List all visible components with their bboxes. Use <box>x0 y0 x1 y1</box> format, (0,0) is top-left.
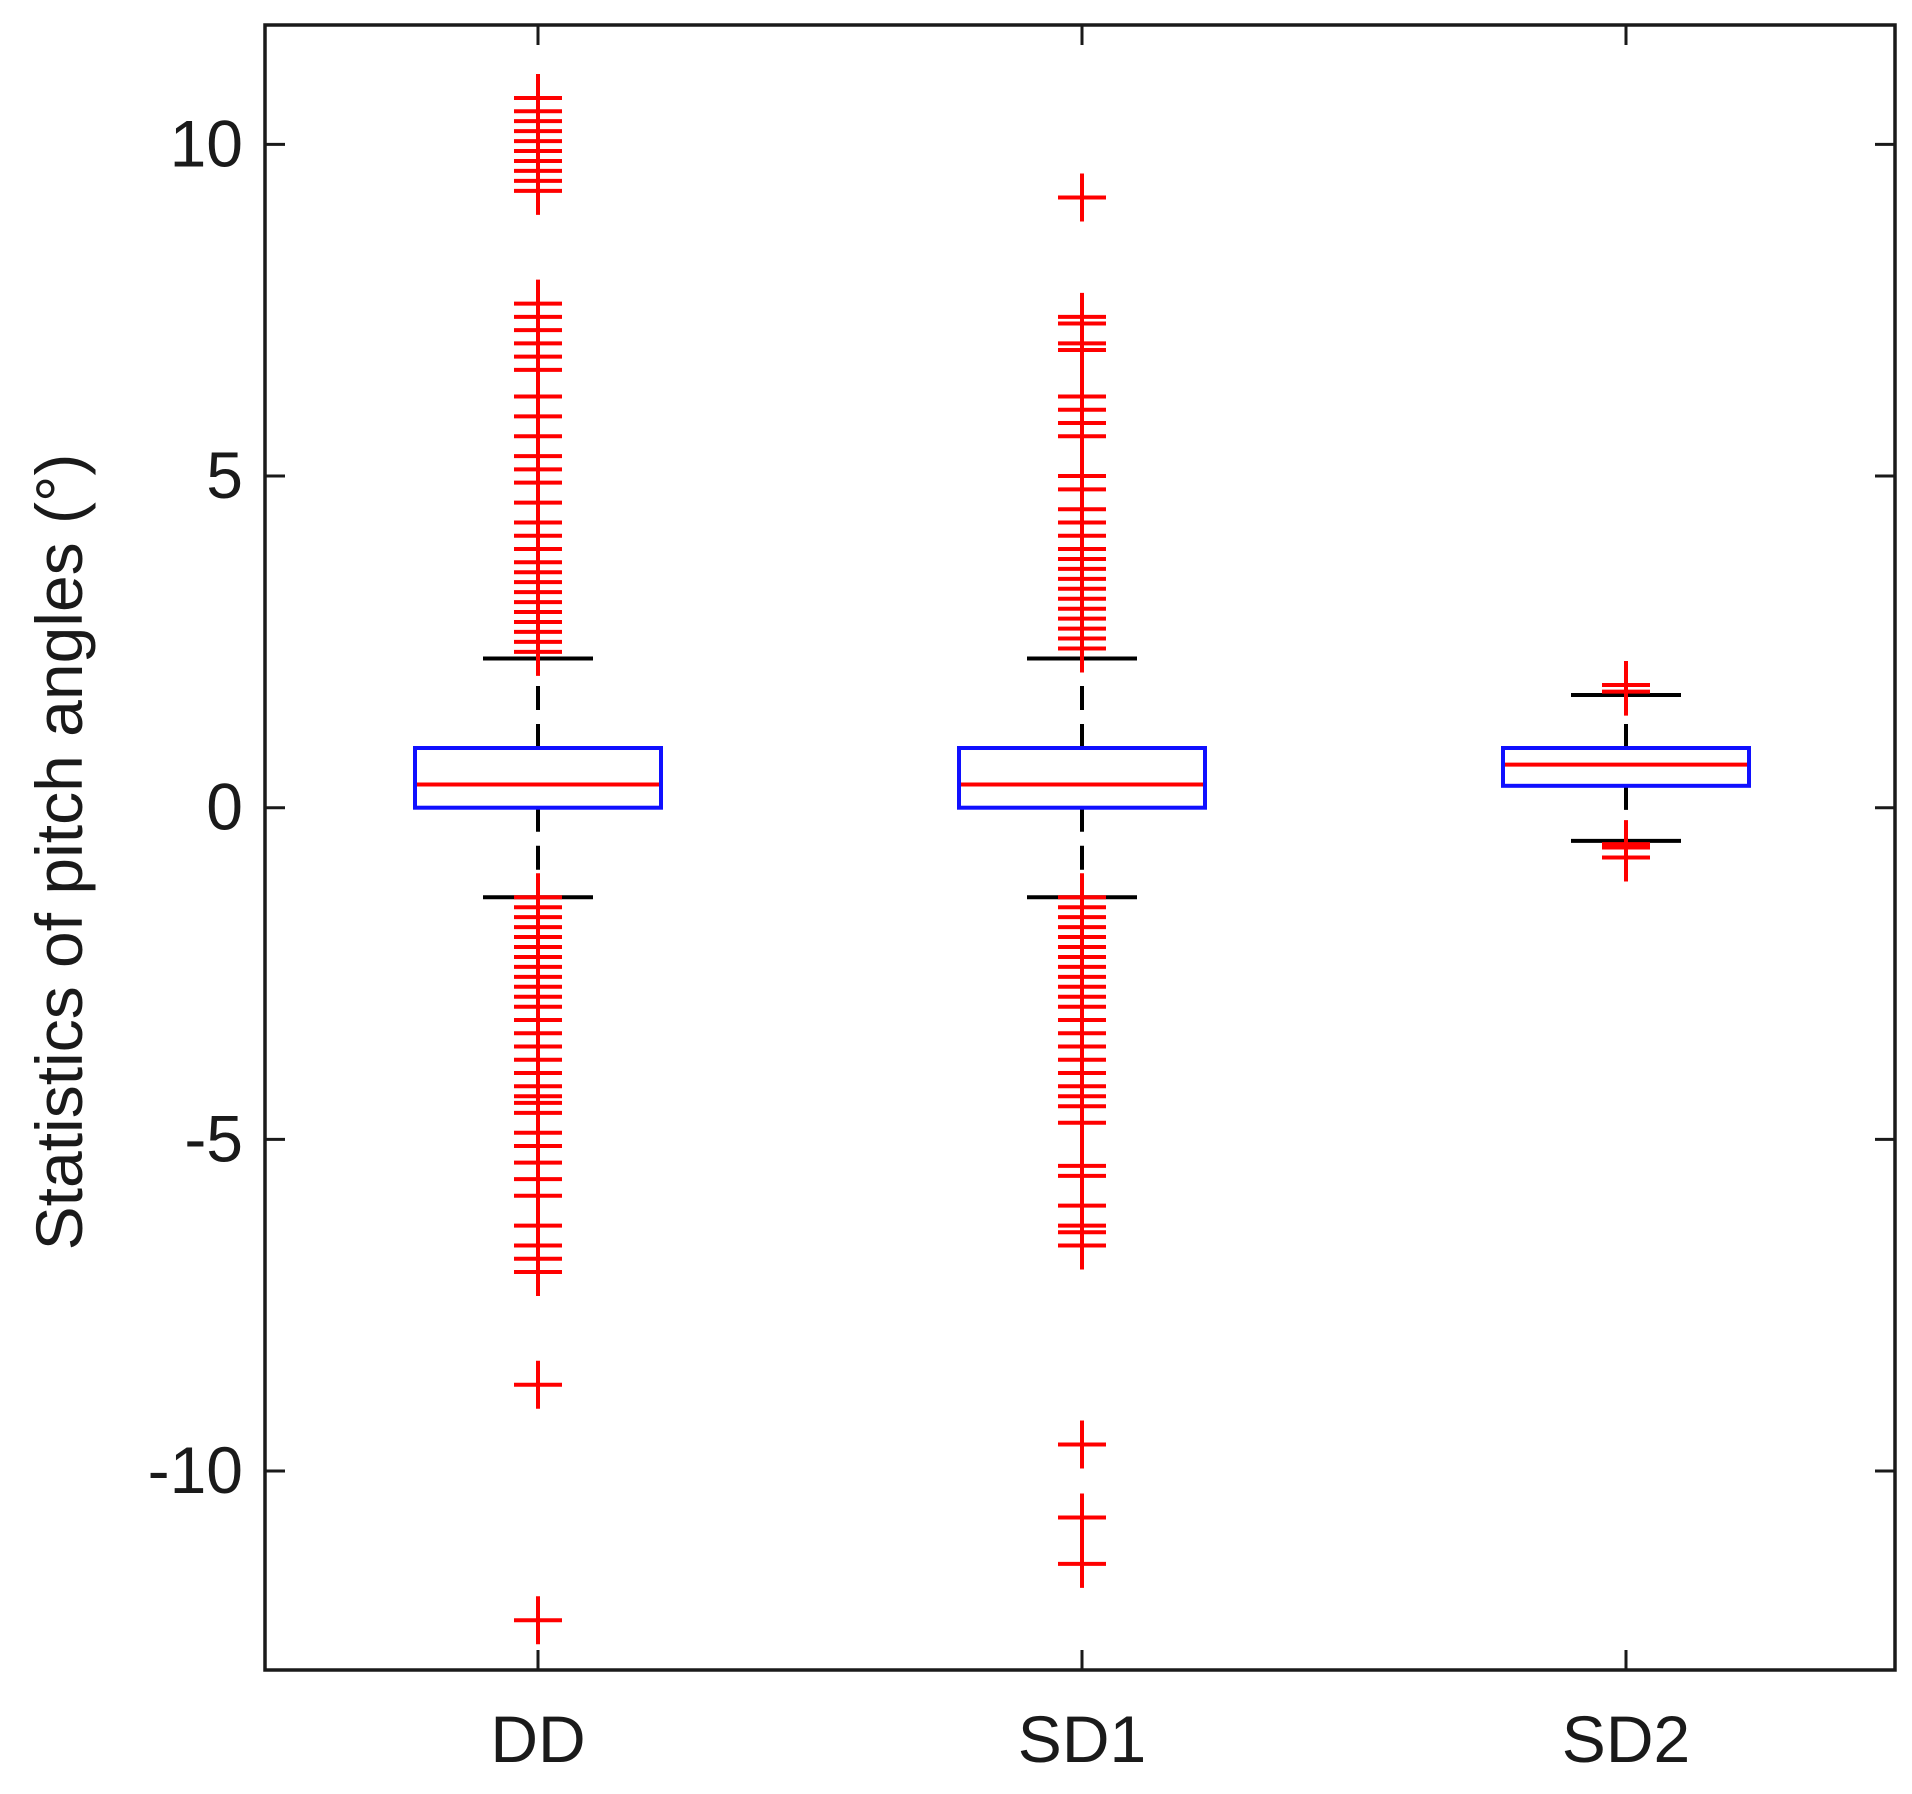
y-tick-label: 5 <box>206 438 243 512</box>
x-category-label: DD <box>490 1702 585 1776</box>
y-axis-label: Statistics of pitch angles (°) <box>22 454 96 1251</box>
outlier-marker <box>1058 326 1106 375</box>
axis-layer: 10 5 0 -5 -10 DD SD1 SD2 <box>148 23 1897 1776</box>
iqr-box <box>957 746 1207 810</box>
outlier-marker <box>1058 624 1106 673</box>
x-category-label: SD1 <box>1018 1702 1146 1776</box>
y-tick-label: -5 <box>184 1101 243 1175</box>
box-sd1 <box>957 173 1207 1588</box>
box-sd2 <box>1501 660 1751 882</box>
plot-layer <box>413 73 1751 1645</box>
outlier-marker <box>514 1596 562 1645</box>
iqr-box <box>1501 746 1751 788</box>
outlier-marker <box>1058 1098 1106 1147</box>
outlier-marker <box>514 1360 562 1409</box>
outlier-marker <box>1058 1493 1106 1542</box>
outlier-marker <box>1058 1539 1106 1588</box>
y-tick-label: -10 <box>148 1433 243 1507</box>
outlier-marker <box>1058 1221 1106 1270</box>
outlier-marker <box>1058 173 1106 222</box>
plot-frame <box>263 23 1897 1672</box>
outlier-marker <box>514 166 562 215</box>
y-tick-label: 0 <box>206 770 243 844</box>
outlier-marker <box>514 627 562 676</box>
outlier-marker <box>514 1248 562 1297</box>
iqr-box <box>413 746 663 810</box>
x-category-label: SD2 <box>1562 1702 1690 1776</box>
y-tick-label: 10 <box>170 106 243 180</box>
outlier-marker <box>1602 667 1650 716</box>
outlier-marker <box>1602 833 1650 882</box>
box-dd <box>413 73 663 1645</box>
outlier-marker <box>1058 1420 1106 1469</box>
